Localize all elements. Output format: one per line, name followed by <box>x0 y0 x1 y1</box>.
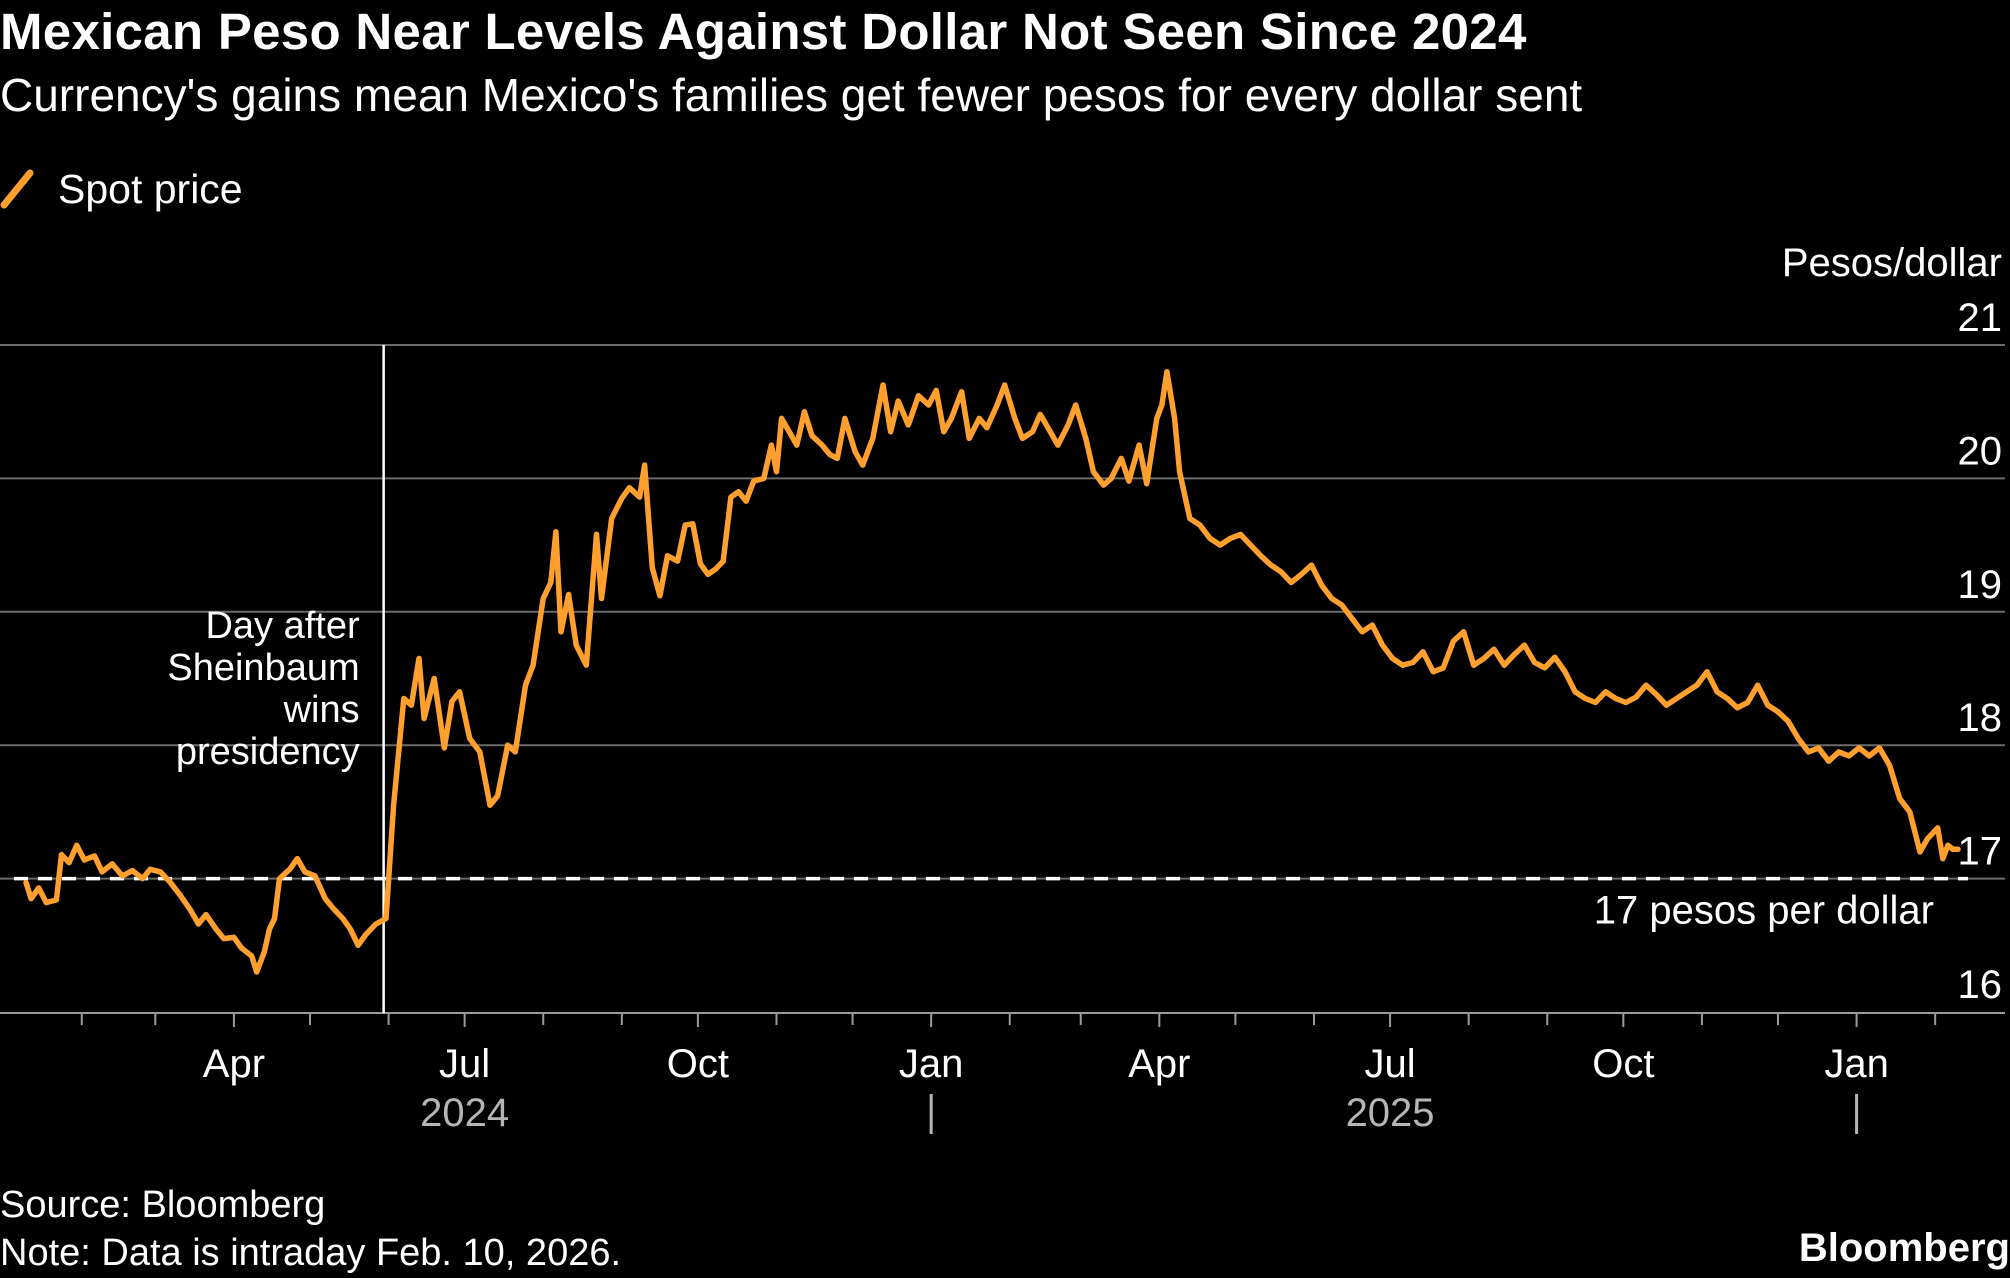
y-tick-label: 21 <box>1958 296 2003 340</box>
x-tick-label: Oct <box>667 1042 729 1086</box>
y-tick-label: 19 <box>1958 563 2003 607</box>
legend-swatch <box>0 169 34 209</box>
y-tick-label: 18 <box>1958 696 2003 740</box>
legend-label: Spot price <box>58 165 243 212</box>
x-tick-label: Jul <box>439 1042 490 1086</box>
x-year-label: 2025 <box>1346 1091 1435 1135</box>
x-tick-label: Oct <box>1592 1042 1654 1086</box>
annotation-text: Sheinbaum <box>167 647 359 689</box>
spot-price-line <box>23 368 1961 975</box>
chart-title: Mexican Peso Near Levels Against Dollar … <box>0 3 1527 60</box>
x-tick-label: Jul <box>1364 1042 1415 1086</box>
y-tick-label: 20 <box>1958 429 2003 473</box>
y-axis-label: Pesos/dollar <box>1782 241 2002 285</box>
x-tick-label: Apr <box>203 1042 265 1086</box>
source-note: Source: Bloomberg <box>0 1184 326 1226</box>
annotation-text: presidency <box>176 731 360 773</box>
x-tick-label: Jan <box>899 1042 964 1086</box>
y-tick-label: 17 <box>1958 830 2003 874</box>
annotation-text: wins <box>283 689 360 731</box>
x-tick-label: Apr <box>1128 1042 1190 1086</box>
chart-plot: Pesos/dollar 16 17 18 19 20 21 Apr Jul Oct Jan Apr J… <box>0 241 2005 1135</box>
x-year-label: 2024 <box>420 1091 509 1135</box>
chart-subtitle: Currency's gains mean Mexico's families … <box>0 69 1583 121</box>
y-tick-label: 16 <box>1958 963 2003 1007</box>
legend: Spot price <box>0 164 243 214</box>
x-tick-label: Jan <box>1824 1042 1889 1086</box>
reference-label: 17 pesos per dollar <box>1594 889 1934 933</box>
annotation-text: Day after <box>205 605 360 647</box>
data-note: Note: Data is intraday Feb. 10, 2026. <box>0 1232 622 1274</box>
brand-logo: Bloomberg <box>1798 1226 2010 1270</box>
